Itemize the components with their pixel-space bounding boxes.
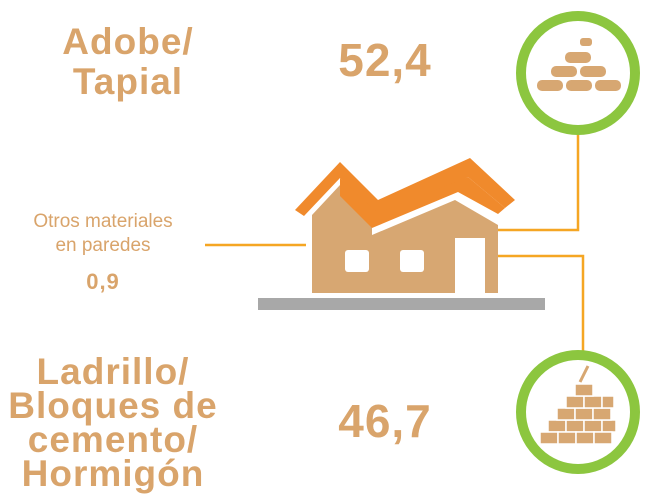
- label-line: Adobe/: [62, 21, 193, 62]
- connector-top: [498, 131, 580, 232]
- value: 0,9: [86, 269, 120, 294]
- connector-bottom: [498, 254, 585, 353]
- label-line: Ladrillo/: [37, 351, 190, 392]
- label-line: en paredes: [55, 235, 150, 256]
- value: 52,4: [338, 34, 432, 86]
- label-line: Bloques de: [8, 385, 217, 426]
- connectors: [205, 131, 585, 353]
- label-line: Otros materiales: [33, 211, 172, 232]
- label-line: cemento/: [28, 419, 198, 460]
- value: 46,7: [338, 395, 432, 447]
- label-line: Tapial: [73, 61, 183, 102]
- label-line: Hormigón: [22, 453, 205, 494]
- adobe-icon: [516, 11, 640, 135]
- brick-icon: [516, 350, 640, 474]
- house-icon: [258, 158, 545, 310]
